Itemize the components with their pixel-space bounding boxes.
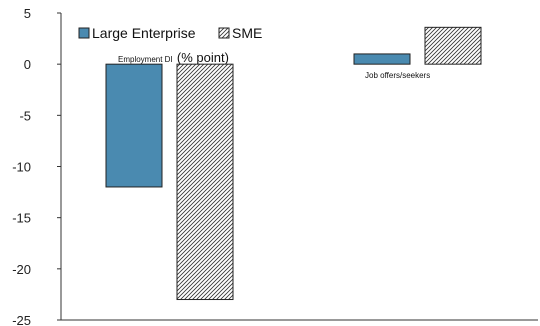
category-label-employment-di-name: Employment DI bbox=[118, 55, 173, 64]
legend-swatch-sme bbox=[218, 27, 230, 39]
y-tick-label: -25 bbox=[12, 313, 31, 326]
y-tick-label: -10 bbox=[12, 160, 31, 175]
y-ticks: 5 0 -5 -10 -15 -20 -25 bbox=[12, 6, 61, 326]
legend-label-large-enterprise: Large Enterprise bbox=[92, 25, 196, 41]
legend-swatch-large-enterprise bbox=[78, 27, 90, 39]
legend: Large Enterprise SME bbox=[78, 25, 262, 41]
bar-large-enterprise-job-offers-seekers bbox=[353, 53, 411, 65]
bar-sme-employment-di bbox=[176, 63, 234, 301]
bars bbox=[105, 26, 482, 301]
y-tick-label: -15 bbox=[12, 211, 31, 226]
bar-sme-job-offers-seekers bbox=[424, 26, 482, 65]
category-label-job-offers-seekers: Job offers/seekers bbox=[365, 71, 430, 80]
y-tick-label: -5 bbox=[19, 108, 31, 123]
y-tick-label: 5 bbox=[24, 6, 31, 21]
y-tick-label: 0 bbox=[24, 57, 31, 72]
category-labels: Employment DI (% point) Job offers/seeke… bbox=[118, 50, 430, 80]
legend-label-sme: SME bbox=[232, 25, 262, 41]
category-label-employment-di: Employment DI (% point) bbox=[118, 50, 229, 65]
bar-large-enterprise-employment-di bbox=[105, 63, 163, 188]
category-label-unit: (% point) bbox=[177, 50, 229, 65]
y-tick-label: -20 bbox=[12, 262, 31, 277]
axes: 5 0 -5 -10 -15 -20 -25 bbox=[12, 6, 538, 326]
